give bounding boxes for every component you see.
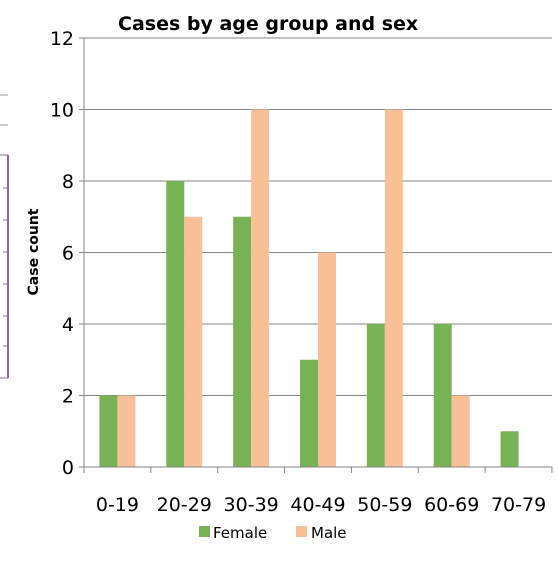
bar-male-30-39 bbox=[251, 109, 270, 467]
legend-swatch-male bbox=[296, 526, 307, 537]
y-tick-label: 10 bbox=[50, 100, 74, 122]
chart-title: Cases by age group and sex bbox=[118, 13, 418, 35]
y-tick-label: 8 bbox=[62, 171, 74, 193]
x-tick-label: 40-49 bbox=[290, 494, 345, 516]
x-tick-label: 60-69 bbox=[424, 494, 479, 516]
bar-male-0-19 bbox=[117, 395, 136, 467]
bars bbox=[99, 109, 519, 467]
bar-male-60-69 bbox=[451, 395, 470, 467]
x-tick-label: 70-79 bbox=[491, 494, 546, 516]
side-panel-fragment bbox=[0, 94, 9, 379]
legend: Female Male bbox=[199, 524, 347, 542]
y-tick-label: 2 bbox=[62, 386, 74, 408]
y-axis-label: Case count bbox=[26, 208, 42, 295]
legend-label-female: Female bbox=[213, 524, 267, 542]
bar-female-30-39 bbox=[233, 216, 252, 467]
x-tick-label: 20-29 bbox=[157, 494, 212, 516]
y-tick-label: 6 bbox=[62, 243, 74, 265]
y-tick-label: 4 bbox=[62, 314, 74, 336]
legend-label-male: Male bbox=[311, 524, 347, 542]
x-tick-label: 30-39 bbox=[224, 494, 279, 516]
y-tick-labels: 0 2 4 6 8 10 12 bbox=[50, 28, 74, 479]
bar-female-40-49 bbox=[300, 359, 318, 467]
bar-female-60-69 bbox=[433, 324, 452, 467]
x-tick-label: 50-59 bbox=[357, 494, 412, 516]
bar-male-20-29 bbox=[184, 216, 203, 467]
bar-male-50-59 bbox=[384, 109, 403, 467]
y-tick-label: 12 bbox=[50, 28, 74, 50]
bar-female-20-29 bbox=[166, 181, 185, 467]
y-tick-label: 0 bbox=[62, 457, 74, 479]
legend-swatch-female bbox=[199, 526, 210, 537]
bar-male-40-49 bbox=[318, 252, 336, 467]
bar-female-0-19 bbox=[99, 395, 118, 467]
bar-female-50-59 bbox=[366, 324, 385, 467]
x-tick-labels: 0-19 20-29 30-39 40-49 50-59 60-69 70-79 bbox=[96, 494, 546, 516]
bar-female-70-79 bbox=[500, 431, 519, 467]
x-tick-label: 0-19 bbox=[96, 494, 139, 516]
axes bbox=[79, 37, 553, 473]
